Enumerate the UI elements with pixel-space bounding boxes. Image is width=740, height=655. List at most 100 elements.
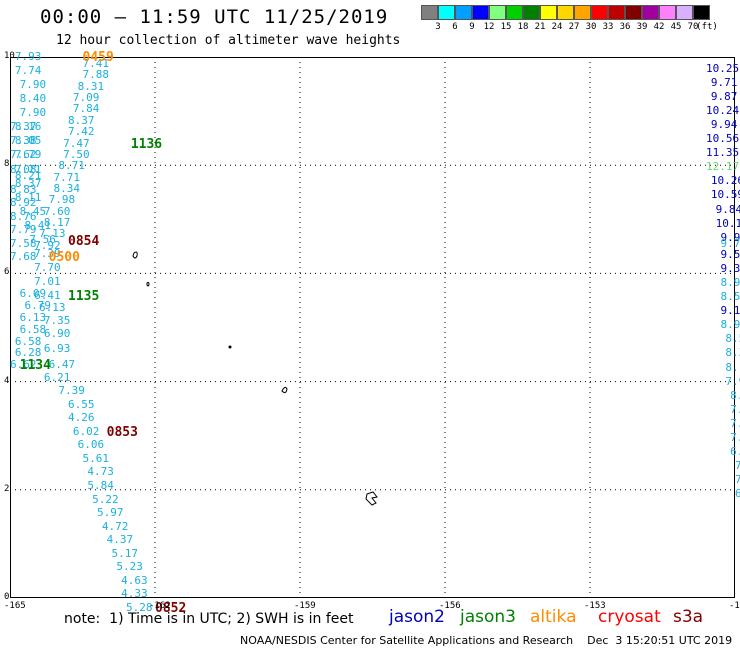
wave-height-label: 6.93 — [44, 342, 71, 355]
map-subtitle: 12 hour collection of altimeter wave hei… — [56, 33, 400, 48]
wave-height-label: 8.40 — [20, 92, 47, 105]
wave-height-label: 9.71 — [711, 76, 738, 89]
wave-height-label: 4.72 — [102, 520, 129, 533]
wave-height-label: 9.38 — [721, 262, 740, 275]
y-tick-label: 8 — [4, 159, 9, 169]
wave-height-label: 8.21 — [15, 169, 42, 182]
wave-height-label: 7.37 — [10, 120, 37, 133]
wave-height-label: 9.56 — [721, 248, 740, 261]
y-tick-label: 10 — [4, 51, 15, 61]
x-tick-label: -162 — [149, 601, 171, 611]
wave-height-label: 7.74 — [15, 64, 42, 77]
wave-height-label: 4.37 — [107, 533, 134, 546]
legend-swatch — [693, 5, 710, 20]
wave-height-label: 9.84 — [716, 203, 740, 216]
wave-height-label: 7.68 — [10, 250, 37, 263]
wave-height-label: 10.56 — [706, 132, 739, 145]
wave-height-label: 5.23 — [116, 560, 143, 573]
wave-height-label: 4.63 — [121, 574, 148, 587]
legend-label: 9 — [469, 22, 474, 32]
y-tick-label: 4 — [4, 376, 9, 386]
mission-jason2: jason2 — [389, 607, 445, 627]
mission-cryosat: cryosat — [598, 607, 661, 627]
legend-swatch — [625, 5, 642, 20]
mission-altika: altika — [530, 607, 577, 627]
footer-note: note: 1) Time is in UTC; 2) SWH is in fe… — [64, 611, 353, 627]
wave-height-label: 8.76 — [10, 210, 37, 223]
wave-height-label: 6.55 — [68, 398, 95, 411]
legend-label: 42 — [654, 22, 665, 32]
wave-height-label: 7.90 — [20, 106, 47, 119]
legend-swatch — [540, 5, 557, 20]
pass-time-label: 0853 — [107, 425, 138, 440]
wave-height-label: 11.35 — [706, 146, 739, 159]
wave-height-label: 10.25 — [706, 62, 739, 75]
legend-label: 33 — [603, 22, 614, 32]
y-tick-label: 2 — [4, 484, 9, 494]
pass-time-label: 0500 — [49, 250, 80, 265]
wave-height-label: 8.97 — [721, 318, 740, 331]
island-outline — [366, 492, 377, 505]
wave-height-label: 8.50 — [721, 290, 740, 303]
legend-swatch — [438, 5, 455, 20]
pass-time-label: 1134 — [20, 358, 51, 373]
legend-label: 45 — [671, 22, 682, 32]
legend-swatch — [574, 5, 591, 20]
legend-label: 27 — [569, 22, 580, 32]
legend-swatch — [642, 5, 659, 20]
legend-label: 21 — [535, 22, 546, 32]
wave-height-label: 6.02 — [73, 425, 100, 438]
wave-height-label: 9.94 — [711, 118, 738, 131]
wave-height-label: 7.59 — [730, 403, 740, 416]
wave-height-label: 10.10 — [716, 217, 740, 230]
wave-height-label: 7.47 — [730, 431, 740, 444]
wave-height-label: 6.91 — [730, 445, 740, 458]
legend-swatch — [676, 5, 693, 20]
y-tick-label: 0 — [4, 592, 9, 602]
wave-height-label: 7.39 — [58, 384, 85, 397]
legend-label: 3 — [435, 22, 440, 32]
wave-height-label: 5.22 — [92, 493, 119, 506]
wave-height-label: 8.32 — [725, 346, 740, 359]
wave-height-label: 5.97 — [97, 506, 124, 519]
wave-height-label: 7.79 — [10, 223, 37, 236]
legend-swatch — [421, 5, 438, 20]
wave-height-label: 9.87 — [711, 90, 738, 103]
wave-height-label: 8.83 — [10, 183, 37, 196]
wave-height-label: 4.33 — [121, 587, 148, 600]
wave-height-label: 8.59 — [725, 332, 740, 345]
x-tick-label: -15 — [729, 601, 740, 611]
legend-swatch — [489, 5, 506, 20]
x-tick-label: -165 — [4, 601, 26, 611]
wave-height-label: 7.27 — [735, 473, 740, 486]
wave-height-label: 5.84 — [87, 479, 114, 492]
wave-height-label: 8.06 — [730, 389, 740, 402]
wave-height-label: 7.93 — [15, 50, 42, 63]
wave-height-label: 7.58 — [10, 237, 37, 250]
wave-height-label: 7.38 — [10, 134, 37, 147]
island-outline — [133, 252, 137, 258]
legend-swatch — [506, 5, 523, 20]
wave-height-label: 7.27 — [730, 417, 740, 430]
island-dot — [229, 346, 232, 349]
wave-height-label: 10.24 — [706, 104, 739, 117]
wave-height-label: 7.35 — [44, 314, 71, 327]
legend-label: 30 — [586, 22, 597, 32]
pass-time-label: 0459 — [83, 50, 114, 65]
map-title: 00:00 — 11:59 UTC 11/25/2019 — [40, 6, 388, 28]
color-scale-legend — [421, 5, 710, 20]
footer-credit: NOAA/NESDIS Center for Satellite Applica… — [240, 634, 732, 647]
legend-label: 6 — [452, 22, 457, 32]
wave-height-label: 4.26 — [68, 411, 95, 424]
legend-swatch — [455, 5, 472, 20]
wave-height-label: 7.62 — [10, 148, 37, 161]
wave-height-label: 6.90 — [44, 327, 71, 340]
wave-height-label: 6.47 — [49, 358, 76, 371]
legend-swatch — [659, 5, 676, 20]
wave-height-label: 4.73 — [87, 465, 114, 478]
wave-height-label: 7.95 — [725, 375, 740, 388]
pass-time-label: 1136 — [131, 137, 162, 152]
island-outline — [147, 282, 149, 286]
pass-time-label: 0854 — [68, 234, 99, 249]
